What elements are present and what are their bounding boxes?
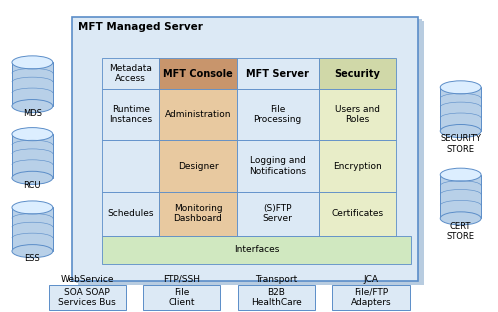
Bar xyxy=(238,285,315,310)
Text: Transport: Transport xyxy=(255,275,297,284)
Text: FTP/SSH: FTP/SSH xyxy=(163,275,200,284)
Bar xyxy=(440,87,481,131)
Text: MFT Server: MFT Server xyxy=(246,69,309,79)
Bar xyxy=(159,192,237,236)
Text: Metadata
Access: Metadata Access xyxy=(109,64,152,83)
Bar xyxy=(102,140,159,192)
Bar xyxy=(102,89,159,140)
Text: JCA: JCA xyxy=(364,275,378,284)
Bar xyxy=(319,89,396,140)
Text: Schedules: Schedules xyxy=(108,209,154,218)
Text: ESS: ESS xyxy=(24,254,40,263)
Bar xyxy=(237,140,319,192)
Ellipse shape xyxy=(12,201,53,214)
Text: Security: Security xyxy=(334,69,380,79)
Bar xyxy=(159,58,237,89)
Text: File/FTP
Adapters: File/FTP Adapters xyxy=(351,288,391,307)
Text: (S)FTP
Server: (S)FTP Server xyxy=(263,204,292,223)
Bar xyxy=(72,17,418,281)
Text: Users and
Roles: Users and Roles xyxy=(335,105,380,124)
Text: Interfaces: Interfaces xyxy=(234,245,279,254)
Bar xyxy=(237,58,319,89)
Bar xyxy=(319,58,396,89)
Text: WebService: WebService xyxy=(60,275,114,284)
Bar xyxy=(78,21,424,285)
Bar xyxy=(12,134,53,178)
Ellipse shape xyxy=(440,212,481,225)
Ellipse shape xyxy=(440,168,481,181)
Text: MDS: MDS xyxy=(23,109,42,118)
Text: RCU: RCU xyxy=(23,181,41,190)
Text: File
Client: File Client xyxy=(168,288,195,307)
Bar xyxy=(102,58,159,89)
Bar xyxy=(319,192,396,236)
Bar xyxy=(159,89,237,140)
Bar xyxy=(237,89,319,140)
Text: Designer: Designer xyxy=(178,162,218,171)
Bar xyxy=(12,62,53,106)
Bar xyxy=(102,236,411,264)
Bar xyxy=(333,285,409,310)
Text: Runtime
Instances: Runtime Instances xyxy=(109,105,152,124)
Text: B2B
HealthCare: B2B HealthCare xyxy=(251,288,302,307)
Bar xyxy=(143,285,221,310)
Ellipse shape xyxy=(12,245,53,258)
Bar xyxy=(76,19,422,283)
Ellipse shape xyxy=(12,56,53,69)
Bar xyxy=(319,140,396,192)
Text: Logging and
Notifications: Logging and Notifications xyxy=(249,156,306,176)
Bar xyxy=(159,140,237,192)
Text: Administration: Administration xyxy=(165,110,231,119)
Text: SOA SOAP
Services Bus: SOA SOAP Services Bus xyxy=(58,288,116,307)
Text: Monitoring
Dashboard: Monitoring Dashboard xyxy=(173,204,223,223)
Bar xyxy=(48,285,126,310)
Ellipse shape xyxy=(12,100,53,113)
Ellipse shape xyxy=(12,171,53,184)
Text: MFT Console: MFT Console xyxy=(163,69,233,79)
Text: CERT
STORE: CERT STORE xyxy=(447,222,475,241)
Ellipse shape xyxy=(12,128,53,141)
Bar xyxy=(102,192,159,236)
Text: Certificates: Certificates xyxy=(331,209,383,218)
Bar xyxy=(237,192,319,236)
Bar xyxy=(440,175,481,218)
Text: SECURITY
STORE: SECURITY STORE xyxy=(440,134,481,154)
Ellipse shape xyxy=(440,124,481,138)
Text: MFT Managed Server: MFT Managed Server xyxy=(78,22,203,32)
Text: Encryption: Encryption xyxy=(333,162,381,171)
Text: File
Processing: File Processing xyxy=(253,105,302,124)
Bar xyxy=(12,207,53,251)
Ellipse shape xyxy=(440,81,481,94)
